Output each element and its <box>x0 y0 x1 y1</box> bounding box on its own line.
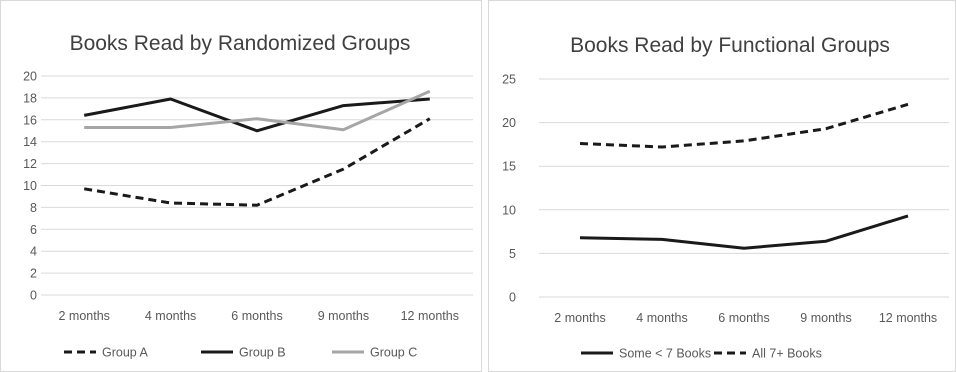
legend-label: Group A <box>102 346 149 360</box>
x-tick-label: 2 months <box>58 309 109 323</box>
y-tick-label: 12 <box>23 157 37 171</box>
x-tick-label: 4 months <box>636 311 687 325</box>
series-line-group-a <box>83 117 431 207</box>
y-tick-label: 10 <box>502 203 516 217</box>
y-tick-label: 0 <box>30 289 37 303</box>
x-tick-label: 9 months <box>318 309 369 323</box>
chart-canvas-functional: Books Read by Functional Groups 0 5 10 15 20 2… <box>502 34 949 361</box>
y-tick-label: 6 <box>30 223 37 237</box>
y-tick-label: 8 <box>30 201 37 215</box>
series-line-group-b <box>83 97 430 133</box>
x-tick-label: 4 months <box>145 309 196 323</box>
x-tick-label: 6 months <box>231 309 282 323</box>
y-tick-label: 0 <box>509 291 516 305</box>
series-line-all-7-books <box>579 102 909 149</box>
y-tick-label: 5 <box>509 247 516 261</box>
legend-label: All 7+ Books <box>752 347 822 361</box>
chart-title: Books Read by Functional Groups <box>570 34 890 57</box>
x-tick-label: 12 months <box>401 309 459 323</box>
legend-label: Some < 7 Books <box>619 347 711 361</box>
y-tick-label: 15 <box>502 160 516 174</box>
y-tick-label: 4 <box>30 245 37 259</box>
x-tick-label: 2 months <box>554 311 605 325</box>
y-tick-label: 14 <box>23 135 37 149</box>
y-tick-label: 25 <box>502 73 516 87</box>
legend-label: Group B <box>239 346 286 360</box>
x-tick-label: 9 months <box>800 311 851 325</box>
y-tick-label: 10 <box>23 179 37 193</box>
series-line-group-c <box>84 89 431 132</box>
chart-functional-groups: Books Read by Functional Groups 0 5 10 15 20 2… <box>488 0 956 372</box>
y-tick-label: 20 <box>502 116 516 130</box>
y-tick-label: 16 <box>23 113 37 127</box>
y-tick-label: 2 <box>30 267 37 281</box>
chart-canvas-randomized: Books Read by Randomized Groups 0 2 4 6 8 10 12… <box>23 32 473 360</box>
x-tick-label: 12 months <box>879 311 937 325</box>
chart-title: Books Read by Randomized Groups <box>70 32 411 55</box>
series-line-some-7-books <box>579 214 909 250</box>
y-tick-label: 20 <box>23 70 37 84</box>
chart-randomized-groups: Books Read by Randomized Groups 0 2 4 6 8 10 12… <box>0 0 482 372</box>
x-tick-label: 6 months <box>718 311 769 325</box>
y-tick-label: 18 <box>23 91 37 105</box>
legend-label: Group C <box>370 346 417 360</box>
